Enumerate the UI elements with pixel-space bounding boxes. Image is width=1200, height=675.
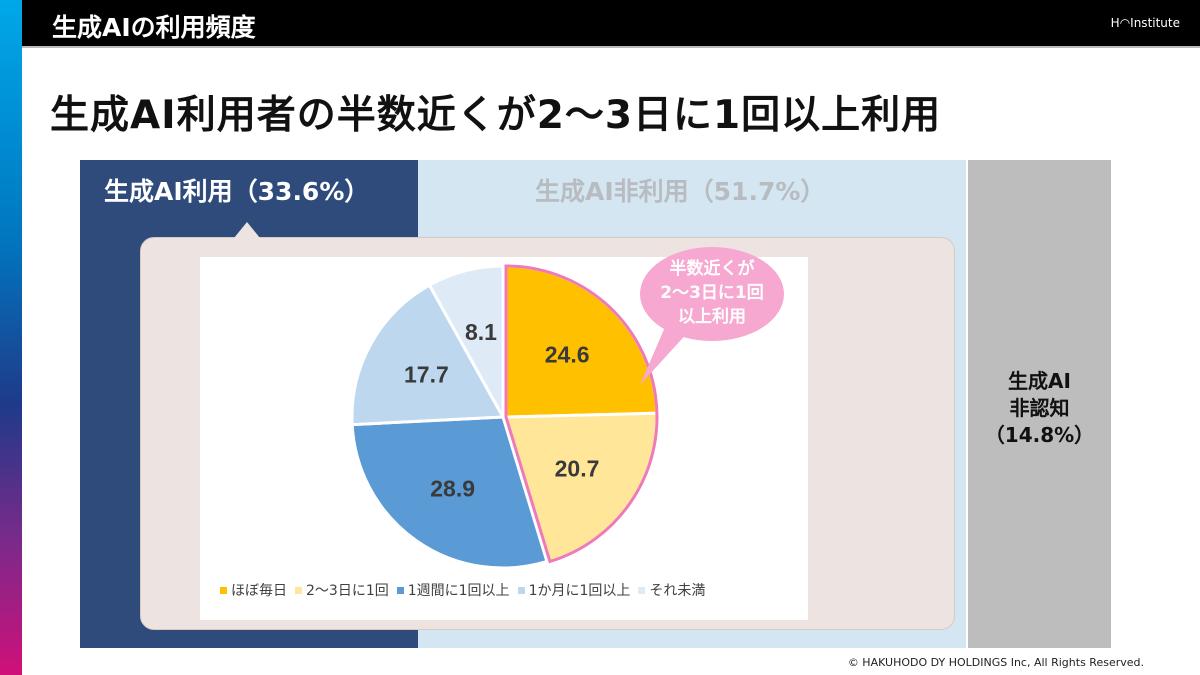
ai-unaware-segment <box>968 160 1111 648</box>
legend-label: それ未満 <box>649 583 706 599</box>
logo: H◠Institute <box>1110 16 1180 30</box>
legend-item: ほぼ毎日 <box>220 580 287 600</box>
ai-unaware-label: 生成AI 非認知 （14.8%） <box>968 368 1111 449</box>
callout-text: 半数近くが <box>670 258 755 279</box>
slice-label: 20.7 <box>555 455 600 481</box>
pie-slice <box>427 264 505 423</box>
section-title: 生成AIの利用頻度 <box>52 13 256 42</box>
callout-text: 2～3日に1回 <box>660 283 764 303</box>
callout-text: 以上利用 <box>678 306 746 327</box>
legend-swatch <box>517 586 525 594</box>
pie-slice <box>350 415 549 570</box>
legend-swatch <box>295 586 302 594</box>
legend-item: 1か月に1回以上 <box>517 580 631 600</box>
pie-slice <box>350 283 506 427</box>
slice-label: 8.1 <box>465 319 497 345</box>
panel-pointer <box>234 222 260 238</box>
legend-label: 1週間に1回以上 <box>407 583 510 599</box>
headline: 生成AI利用者の半数近くが2～3日に1回以上利用 <box>50 93 942 138</box>
unaware-line: 非認知 <box>1009 396 1070 420</box>
slice-label: 24.6 <box>545 341 590 367</box>
slice-label: 17.7 <box>404 362 449 388</box>
accent-bar <box>0 0 22 675</box>
legend-label: 2～3日に1回 <box>306 583 389 599</box>
highlight-outline <box>504 264 659 564</box>
legend-label: ほぼ毎日 <box>231 583 287 599</box>
top-bar: 生成AIの利用頻度 H◠Institute <box>22 0 1200 48</box>
legend-item: 2～3日に1回 <box>295 580 389 600</box>
legend-label: 1か月に1回以上 <box>528 583 631 599</box>
callout-tail <box>640 320 690 385</box>
slice-label: 28.9 <box>430 476 475 502</box>
unaware-line: （14.8%） <box>984 423 1095 447</box>
legend-swatch <box>220 586 227 594</box>
legend: ほぼ毎日 2～3日に1回 1週間に1回以上 1か月に1回以上 それ未満 <box>220 580 705 600</box>
unaware-line: 生成AI <box>1008 369 1071 393</box>
copyright: © HAKUHODO DY HOLDINGS Inc, All Rights R… <box>847 656 1144 669</box>
ai-nonuse-label: 生成AI非利用（51.7%） <box>535 177 826 206</box>
legend-swatch <box>396 586 404 594</box>
legend-item: それ未満 <box>638 580 705 600</box>
legend-item: 1週間に1回以上 <box>396 580 510 600</box>
callout-bubble <box>640 247 784 341</box>
ai-use-label: 生成AI利用（33.6%） <box>104 177 370 206</box>
legend-swatch <box>638 586 646 594</box>
